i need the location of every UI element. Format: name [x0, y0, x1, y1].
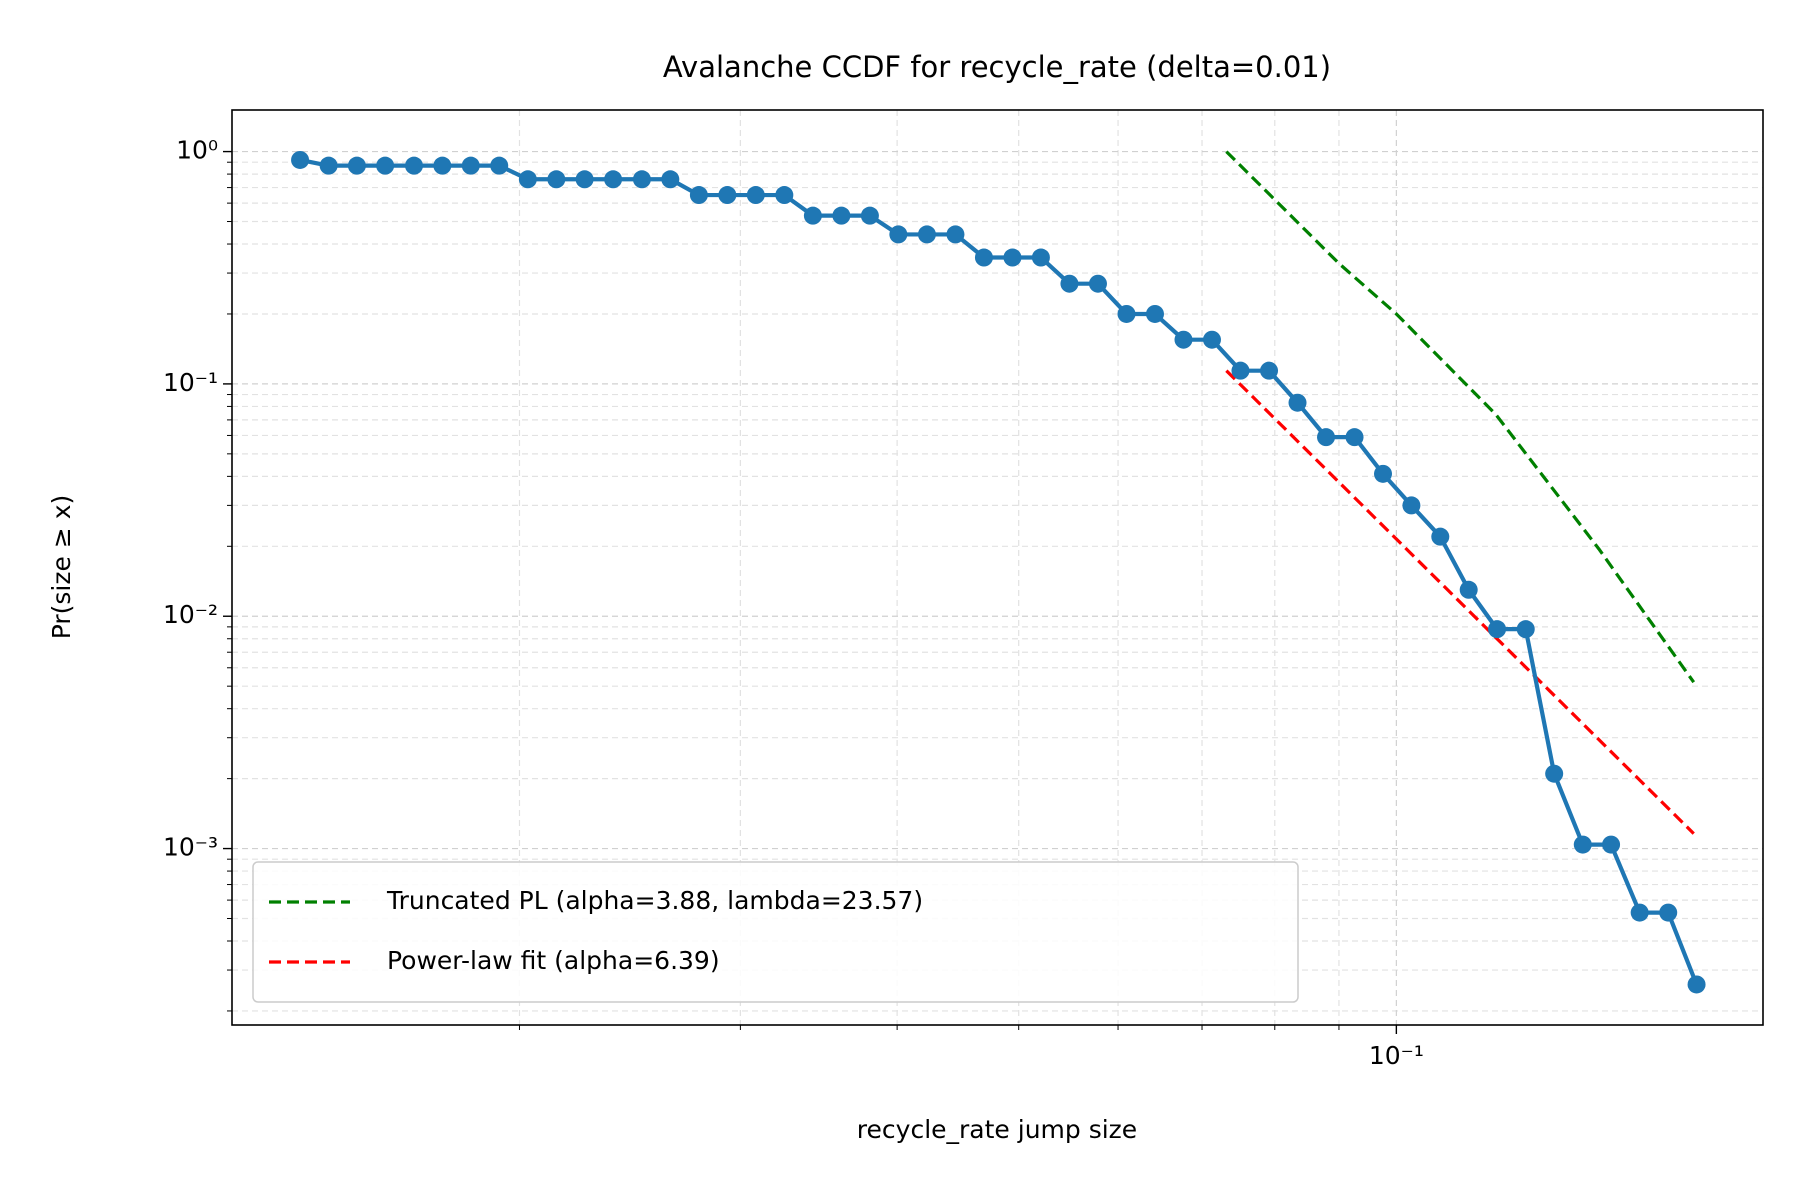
data-point: [1317, 428, 1336, 447]
data-point: [946, 225, 965, 244]
data-point: [974, 248, 993, 267]
data-point: [1260, 361, 1279, 380]
data-point: [490, 156, 509, 175]
data-point: [1687, 975, 1706, 994]
data-point: [1402, 496, 1421, 515]
data-point: [917, 225, 936, 244]
data-point: [1345, 428, 1364, 447]
data-point: [547, 170, 566, 189]
data-point: [518, 170, 537, 189]
data-point: [347, 156, 366, 175]
data-point: [1288, 393, 1307, 412]
data-point: [1459, 580, 1478, 599]
data-point: [575, 170, 594, 189]
y-axis-label: Pr(size ≥ x): [47, 495, 76, 640]
data-point: [1231, 361, 1250, 380]
data-point: [1117, 304, 1136, 323]
data-point: [775, 186, 794, 205]
data-point: [1659, 903, 1678, 922]
data-point: [746, 186, 765, 205]
data-point: [1174, 330, 1193, 349]
data-point: [604, 170, 623, 189]
data-point: [1516, 620, 1535, 639]
y-tick-label: 10⁻³: [163, 833, 218, 862]
data-point: [1488, 620, 1507, 639]
data-point: [1431, 527, 1450, 546]
data-point: [1630, 903, 1649, 922]
data-point: [1374, 464, 1393, 483]
data-point: [860, 206, 879, 225]
data-point: [461, 156, 480, 175]
plot-frame: [231, 109, 1764, 1026]
x-axis-label: recycle_rate jump size: [857, 1115, 1137, 1144]
legend: Truncated PL (alpha=3.88, lambda=23.57) P…: [252, 861, 1299, 1003]
data-point: [405, 156, 424, 175]
fit-line: [1225, 150, 1696, 684]
data-point: [1573, 835, 1592, 854]
data-point: [718, 186, 737, 205]
data-point: [661, 170, 680, 189]
data-point: [1088, 274, 1107, 293]
legend-label: Truncated PL (alpha=3.88, lambda=23.57): [386, 886, 923, 915]
x-tick-label: 10⁻¹: [1369, 1041, 1424, 1070]
data-point: [1031, 248, 1050, 267]
legend-box: [252, 861, 1299, 1003]
data-point: [1060, 274, 1079, 293]
data-point: [433, 156, 452, 175]
data-point: [1145, 304, 1164, 323]
data-point: [1003, 248, 1022, 267]
data-point: [376, 156, 395, 175]
legend-label: Power-law fit (alpha=6.39): [387, 946, 720, 975]
data-point: [319, 156, 338, 175]
chart-title: Avalanche CCDF for recycle_rate (delta=0…: [663, 50, 1331, 84]
data-point: [832, 206, 851, 225]
data-point: [1545, 764, 1564, 783]
y-tick-label: 10⁻²: [163, 600, 218, 629]
data-point: [1602, 835, 1621, 854]
data-point: [632, 170, 651, 189]
data-point: [1202, 330, 1221, 349]
y-tick-label: 10⁰: [176, 136, 218, 165]
fit-line: [1225, 369, 1695, 835]
data-point: [689, 186, 708, 205]
y-tick-label: 10⁻¹: [163, 368, 218, 397]
data-point: [803, 206, 822, 225]
data-point: [291, 150, 310, 169]
data-point: [889, 225, 908, 244]
